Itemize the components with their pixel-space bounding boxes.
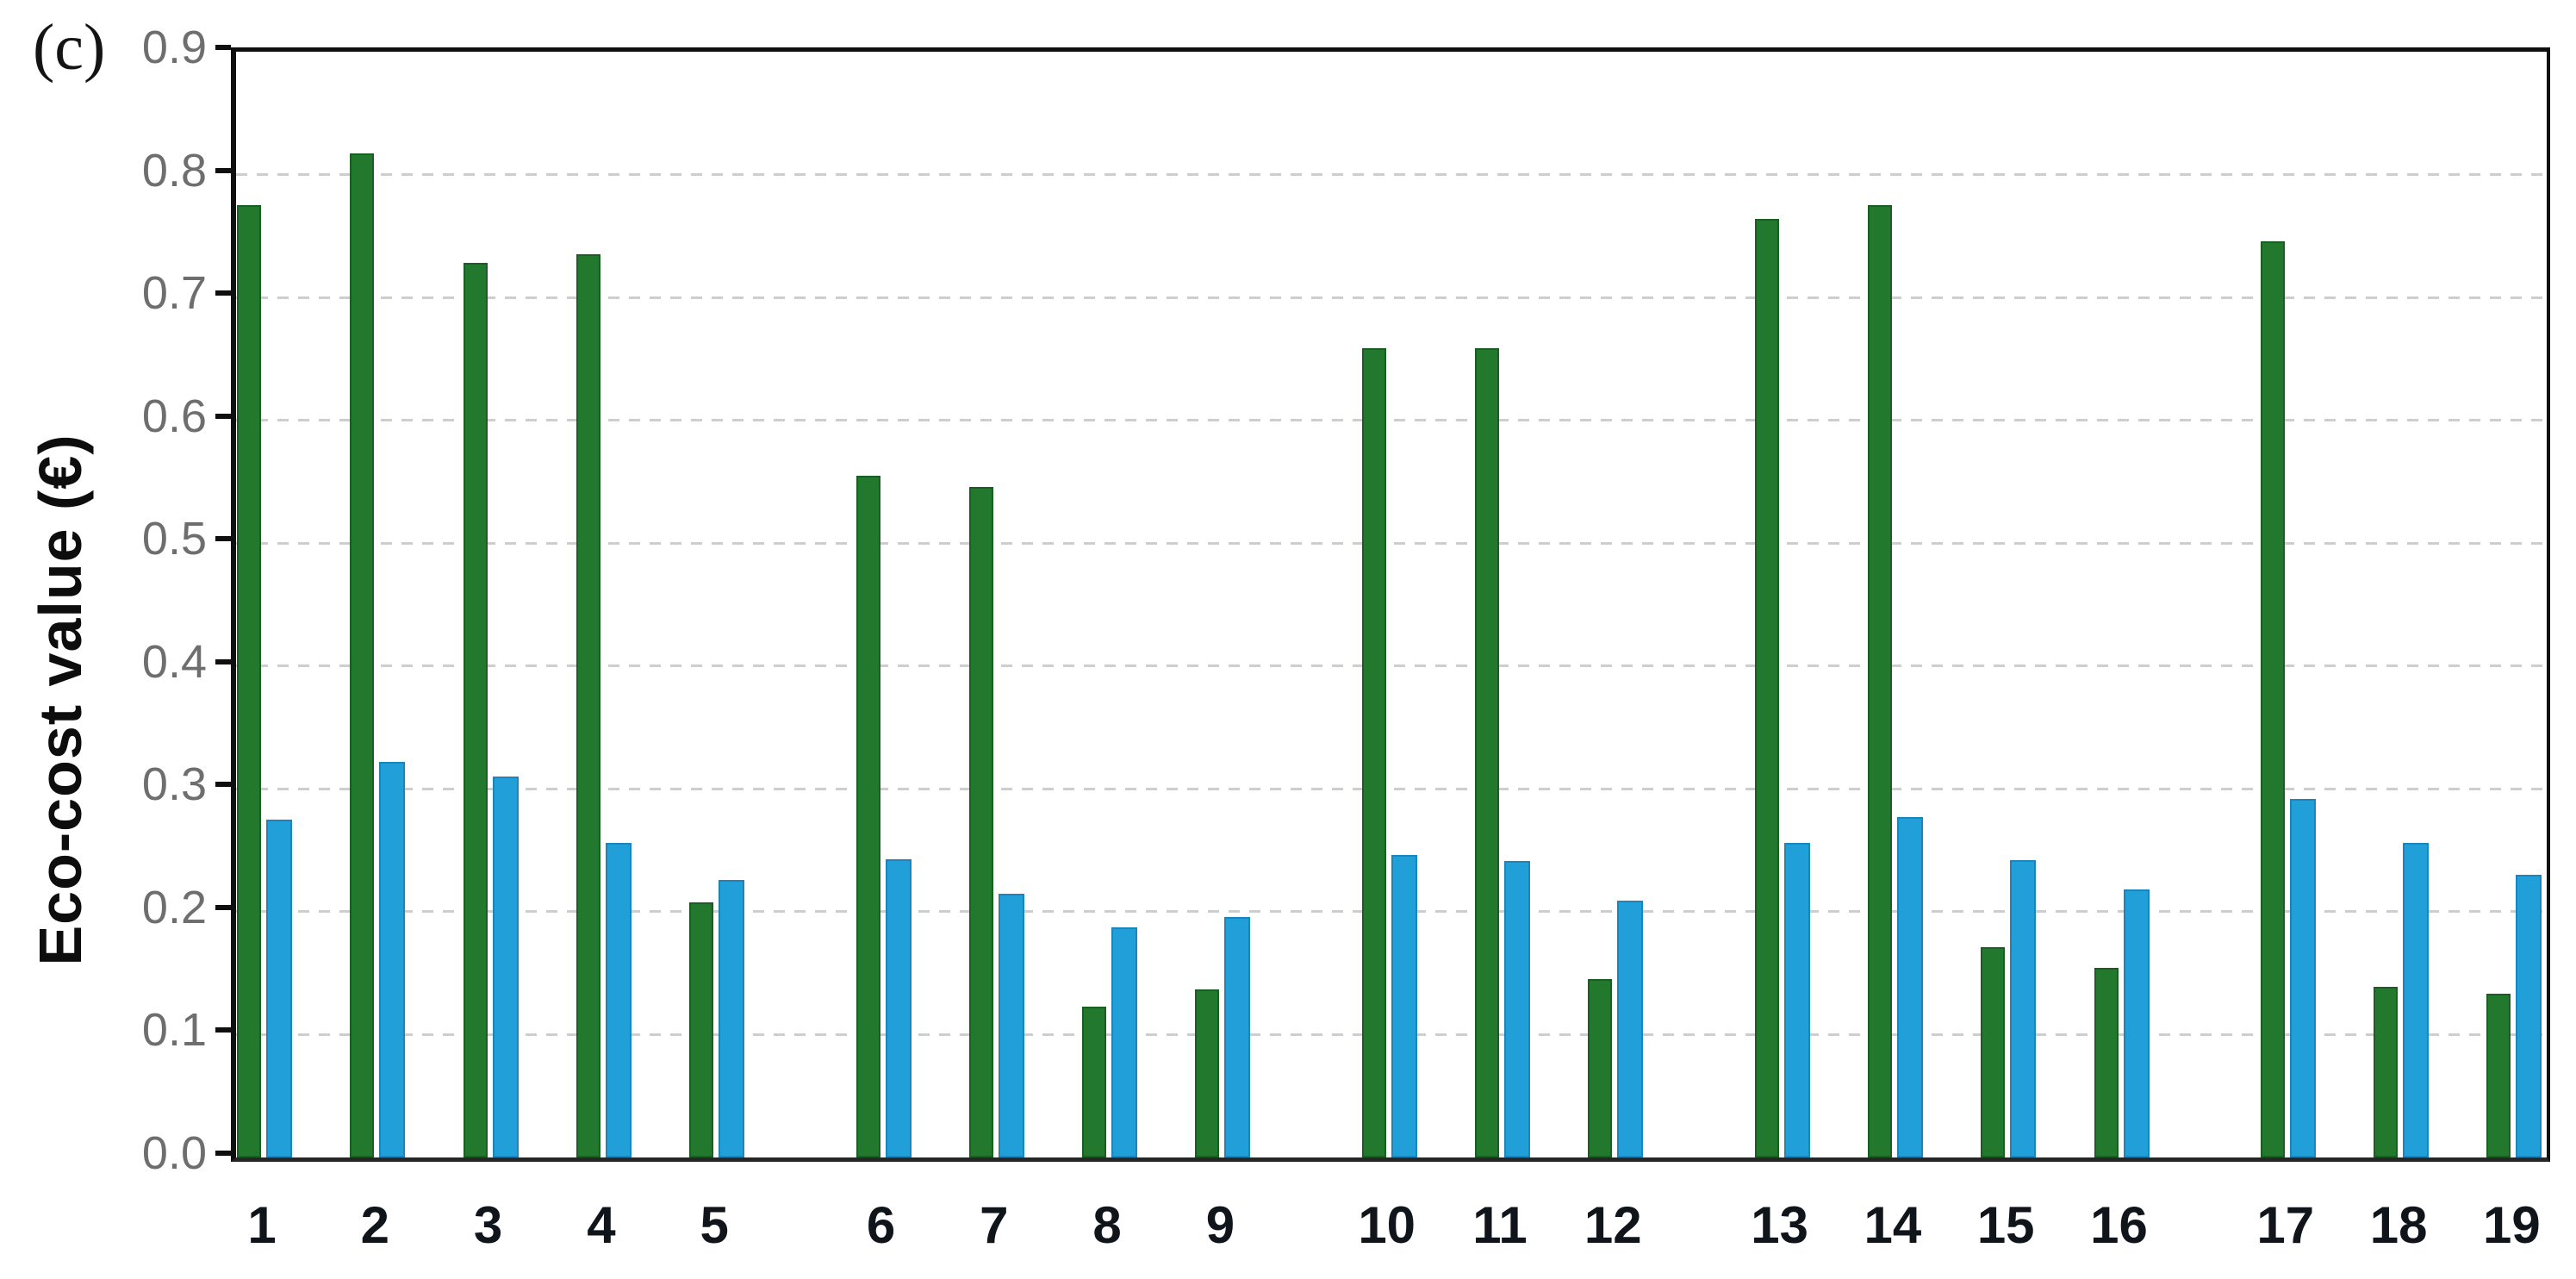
bar-blue-9 xyxy=(1224,916,1251,1157)
gridline xyxy=(236,787,2547,790)
y-tick-mark xyxy=(215,167,231,173)
gridline xyxy=(236,419,2547,422)
x-tick-label-9: 9 xyxy=(1205,1196,1235,1254)
y-tick-mark xyxy=(215,658,231,664)
bar-blue-7 xyxy=(998,893,1024,1157)
gridline xyxy=(236,664,2547,668)
x-tick-label-16: 16 xyxy=(2090,1196,2148,1254)
bar-blue-16 xyxy=(2123,889,2150,1157)
x-tick-label-15: 15 xyxy=(1976,1196,2035,1254)
x-tick-label-14: 14 xyxy=(1864,1196,1922,1254)
bar-blue-13 xyxy=(1783,843,1810,1157)
x-tick-label-18: 18 xyxy=(2369,1196,2428,1254)
bar-green-4 xyxy=(576,254,600,1157)
bar-green-2 xyxy=(350,153,375,1157)
x-tick-label-10: 10 xyxy=(1358,1196,1416,1254)
y-tick-label: 0.2 xyxy=(141,881,207,933)
bar-green-14 xyxy=(1867,205,1892,1157)
gridline xyxy=(236,296,2547,299)
x-tick-label-17: 17 xyxy=(2256,1196,2315,1254)
bar-blue-18 xyxy=(2403,843,2430,1157)
x-tick-label-4: 4 xyxy=(587,1196,616,1254)
x-tick-label-7: 7 xyxy=(980,1196,1009,1254)
bar-blue-5 xyxy=(719,879,745,1157)
y-tick-label: 0.1 xyxy=(141,1004,207,1057)
bar-green-13 xyxy=(1754,218,1779,1157)
y-tick-mark xyxy=(215,1027,231,1033)
bar-green-12 xyxy=(1588,979,1613,1157)
y-tick-mark xyxy=(215,782,231,788)
bar-green-9 xyxy=(1195,989,1220,1157)
bar-blue-11 xyxy=(1504,861,1530,1157)
bar-blue-19 xyxy=(2516,875,2542,1157)
y-tick-label: 0.4 xyxy=(141,635,207,688)
y-axis-title: Eco-cost value (€) xyxy=(27,434,94,966)
x-tick-label-5: 5 xyxy=(700,1196,729,1254)
bar-blue-12 xyxy=(1617,901,1644,1157)
bar-green-19 xyxy=(2486,994,2511,1157)
bar-green-18 xyxy=(2374,986,2399,1157)
x-tick-label-19: 19 xyxy=(2483,1196,2541,1254)
bar-green-6 xyxy=(856,475,880,1157)
y-tick-label: 0.6 xyxy=(141,390,207,442)
bar-green-11 xyxy=(1475,347,1499,1157)
y-tick-label: 0.8 xyxy=(141,144,207,197)
bar-green-1 xyxy=(237,205,261,1157)
bar-blue-1 xyxy=(266,819,292,1157)
y-tick-label: 0.9 xyxy=(141,22,207,73)
y-tick-mark xyxy=(215,290,231,296)
panel-label: (c) xyxy=(33,11,106,84)
y-tick-mark xyxy=(215,413,231,419)
bar-blue-3 xyxy=(492,777,519,1157)
x-tick-label-6: 6 xyxy=(866,1196,896,1254)
bar-green-17 xyxy=(2260,240,2285,1157)
x-tick-label-3: 3 xyxy=(473,1196,503,1254)
bar-green-10 xyxy=(1361,347,1386,1157)
bar-green-5 xyxy=(689,902,714,1157)
y-tick-mark xyxy=(215,45,231,50)
bar-green-16 xyxy=(2094,968,2119,1157)
bar-blue-17 xyxy=(2289,798,2316,1157)
gridline xyxy=(236,541,2547,545)
y-tick-label: 0.3 xyxy=(141,758,207,811)
y-tick-mark xyxy=(215,904,231,910)
bar-green-3 xyxy=(463,263,488,1157)
bar-green-15 xyxy=(1981,947,2006,1157)
x-tick-label-12: 12 xyxy=(1584,1196,1642,1254)
x-tick-label-1: 1 xyxy=(247,1196,277,1254)
x-tick-label-13: 13 xyxy=(1751,1196,1808,1254)
bar-blue-15 xyxy=(2010,860,2037,1157)
bar-blue-6 xyxy=(885,858,912,1157)
bar-blue-14 xyxy=(1896,817,1923,1157)
bar-blue-4 xyxy=(605,843,632,1157)
x-tick-label-11: 11 xyxy=(1472,1196,1528,1254)
bar-blue-10 xyxy=(1391,855,1417,1157)
y-tick-label: 0.0 xyxy=(141,1127,207,1179)
y-tick-mark xyxy=(215,1151,231,1156)
bar-green-7 xyxy=(968,486,993,1157)
y-tick-label: 0.7 xyxy=(141,267,207,320)
bar-blue-2 xyxy=(379,761,406,1157)
bar-green-8 xyxy=(1082,1006,1107,1157)
y-tick-mark xyxy=(215,536,231,542)
plot-area xyxy=(231,47,2550,1162)
x-tick-label-2: 2 xyxy=(360,1196,389,1254)
bar-blue-8 xyxy=(1111,927,1138,1157)
x-tick-label-8: 8 xyxy=(1092,1196,1122,1254)
gridline xyxy=(236,173,2547,177)
y-tick-label: 0.5 xyxy=(141,513,207,565)
